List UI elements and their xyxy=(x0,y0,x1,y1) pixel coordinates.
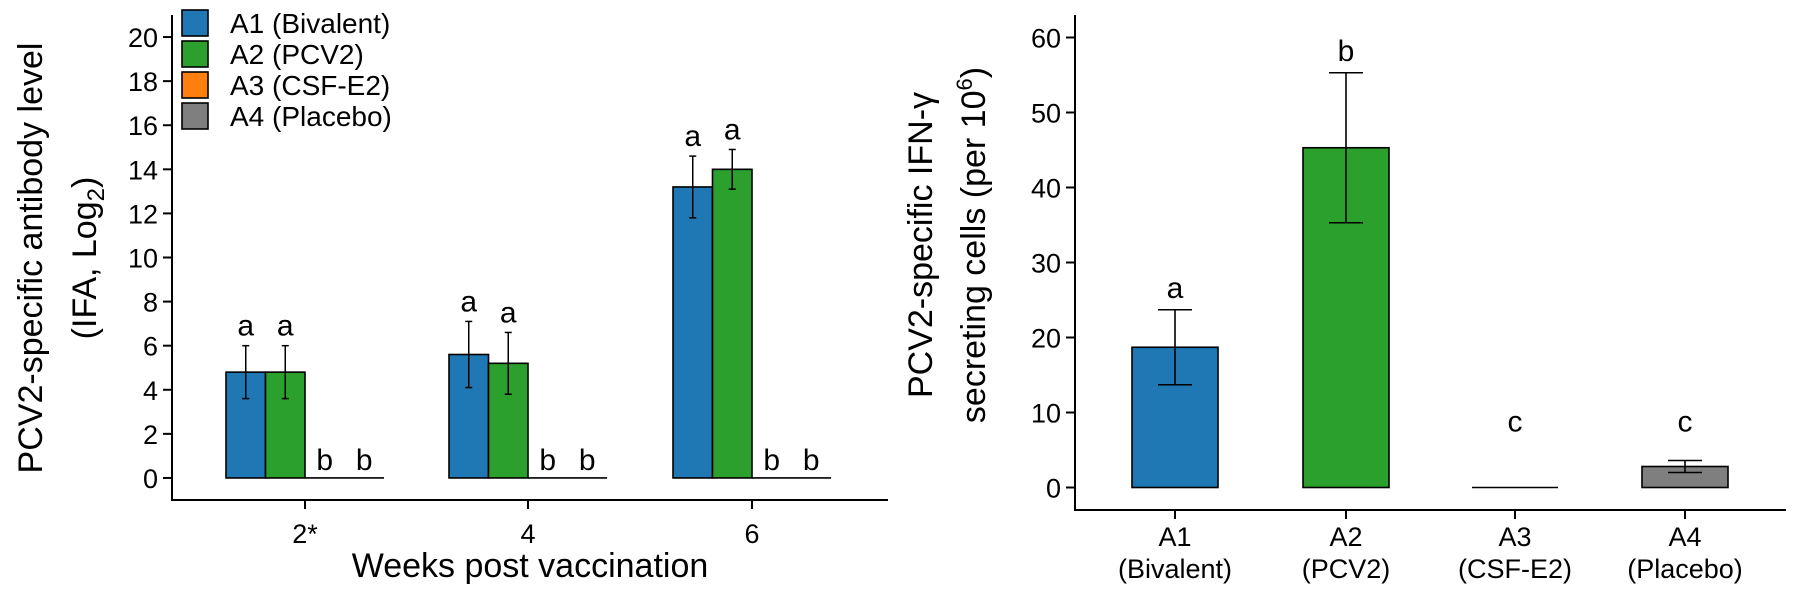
significance-letter: a xyxy=(1167,272,1184,305)
right-x-tick-label: (Placebo) xyxy=(1627,554,1743,584)
left-x-tick-label: 4 xyxy=(520,519,535,549)
significance-letter: c xyxy=(1508,405,1523,438)
significance-letter: b xyxy=(579,444,596,477)
significance-letter: c xyxy=(1678,405,1693,438)
left-x-tick-label: 2* xyxy=(292,519,318,549)
significance-letter: a xyxy=(277,310,294,343)
significance-letter: b xyxy=(356,444,373,477)
right-x-tick-label: (CSF-E2) xyxy=(1458,554,1572,584)
left-y-tick-label: 8 xyxy=(143,288,158,318)
right-x-tick-label: A3 xyxy=(1498,522,1531,552)
significance-letter: b xyxy=(763,444,780,477)
legend-swatch xyxy=(181,40,209,68)
significance-letter: b xyxy=(539,444,556,477)
right-x-ticks: A1(Bivalent) A2(PCV2) A3(CSF-E2) A4(Placebo… xyxy=(1118,510,1743,584)
right-y-axis-label-line1: PCV2-specific IFN-γ xyxy=(902,92,940,398)
right-y-tick-label: 50 xyxy=(1031,99,1061,129)
right-x-tick-label: (PCV2) xyxy=(1302,554,1391,584)
left-y-tick-label: 6 xyxy=(143,332,158,362)
left-y-tick-label: 10 xyxy=(128,244,158,274)
legend-label: A1 (Bivalent) xyxy=(230,8,390,39)
right-y-tick-label: 0 xyxy=(1046,474,1061,504)
left-y-tick-label: 16 xyxy=(128,111,158,141)
significance-letter: a xyxy=(237,310,254,343)
left-y-axis-label-line1: PCV2-specific antibody level xyxy=(12,43,50,474)
left-y-ticks: 0 2 4 6 8 10 12 14 16 18 20 xyxy=(128,23,172,494)
significance-letter: a xyxy=(724,113,741,146)
legend-swatch xyxy=(181,71,209,99)
legend-label: A4 (Placebo) xyxy=(230,101,392,132)
right-y-tick-label: 30 xyxy=(1031,249,1061,279)
left-x-ticks: 2* 4 6 xyxy=(292,500,760,549)
left-y-tick-label: 12 xyxy=(128,199,158,229)
left-x-axis-label: Weeks post vaccination xyxy=(352,547,709,585)
bar xyxy=(225,371,267,479)
left-y-tick-label: 2 xyxy=(143,420,158,450)
left-x-tick-label: 6 xyxy=(744,519,759,549)
right-x-tick-label: A4 xyxy=(1668,522,1701,552)
right-y-tick-label: 40 xyxy=(1031,174,1061,204)
legend-swatch xyxy=(181,102,209,130)
legend: A1 (Bivalent)A2 (PCV2)A3 (CSF-E2)A4 (Pla… xyxy=(181,8,392,132)
significance-letter: a xyxy=(460,285,477,318)
left-y-axis-label-line2: (IFA, Log2) xyxy=(66,177,110,340)
ifn-chart: 0 10 20 30 40 50 60 A1(Bivalent) A2(PCV2) A3(CSF… xyxy=(902,15,1786,584)
right-x-tick-label: A2 xyxy=(1329,522,1362,552)
legend-swatch xyxy=(181,9,209,37)
right-y-ticks: 0 10 20 30 40 50 60 xyxy=(1031,24,1075,504)
significance-letter: b xyxy=(1338,35,1355,68)
significance-letter: b xyxy=(316,444,333,477)
right-y-axis-label-line2: secreting cells (per 106) xyxy=(952,67,993,423)
right-x-tick-label: A1 xyxy=(1158,522,1191,552)
right-bars: a b c c xyxy=(1131,35,1729,489)
left-y-tick-label: 4 xyxy=(143,376,158,406)
right-y-tick-label: 60 xyxy=(1031,24,1061,54)
right-y-tick-label: 20 xyxy=(1031,324,1061,354)
significance-letter: a xyxy=(500,296,517,329)
bar xyxy=(711,168,753,479)
significance-letter: b xyxy=(803,444,820,477)
right-x-tick-label: (Bivalent) xyxy=(1118,554,1232,584)
left-y-tick-label: 0 xyxy=(143,464,158,494)
left-y-tick-label: 14 xyxy=(128,155,158,185)
left-bars: a ab ba ab ba ab b xyxy=(225,113,831,479)
significance-letter: a xyxy=(684,120,701,153)
legend-label: A3 (CSF-E2) xyxy=(230,70,390,101)
right-y-tick-label: 10 xyxy=(1031,399,1061,429)
left-y-tick-label: 18 xyxy=(128,67,158,97)
legend-label: A2 (PCV2) xyxy=(230,39,364,70)
left-y-tick-label: 20 xyxy=(128,23,158,53)
bar xyxy=(672,186,714,479)
